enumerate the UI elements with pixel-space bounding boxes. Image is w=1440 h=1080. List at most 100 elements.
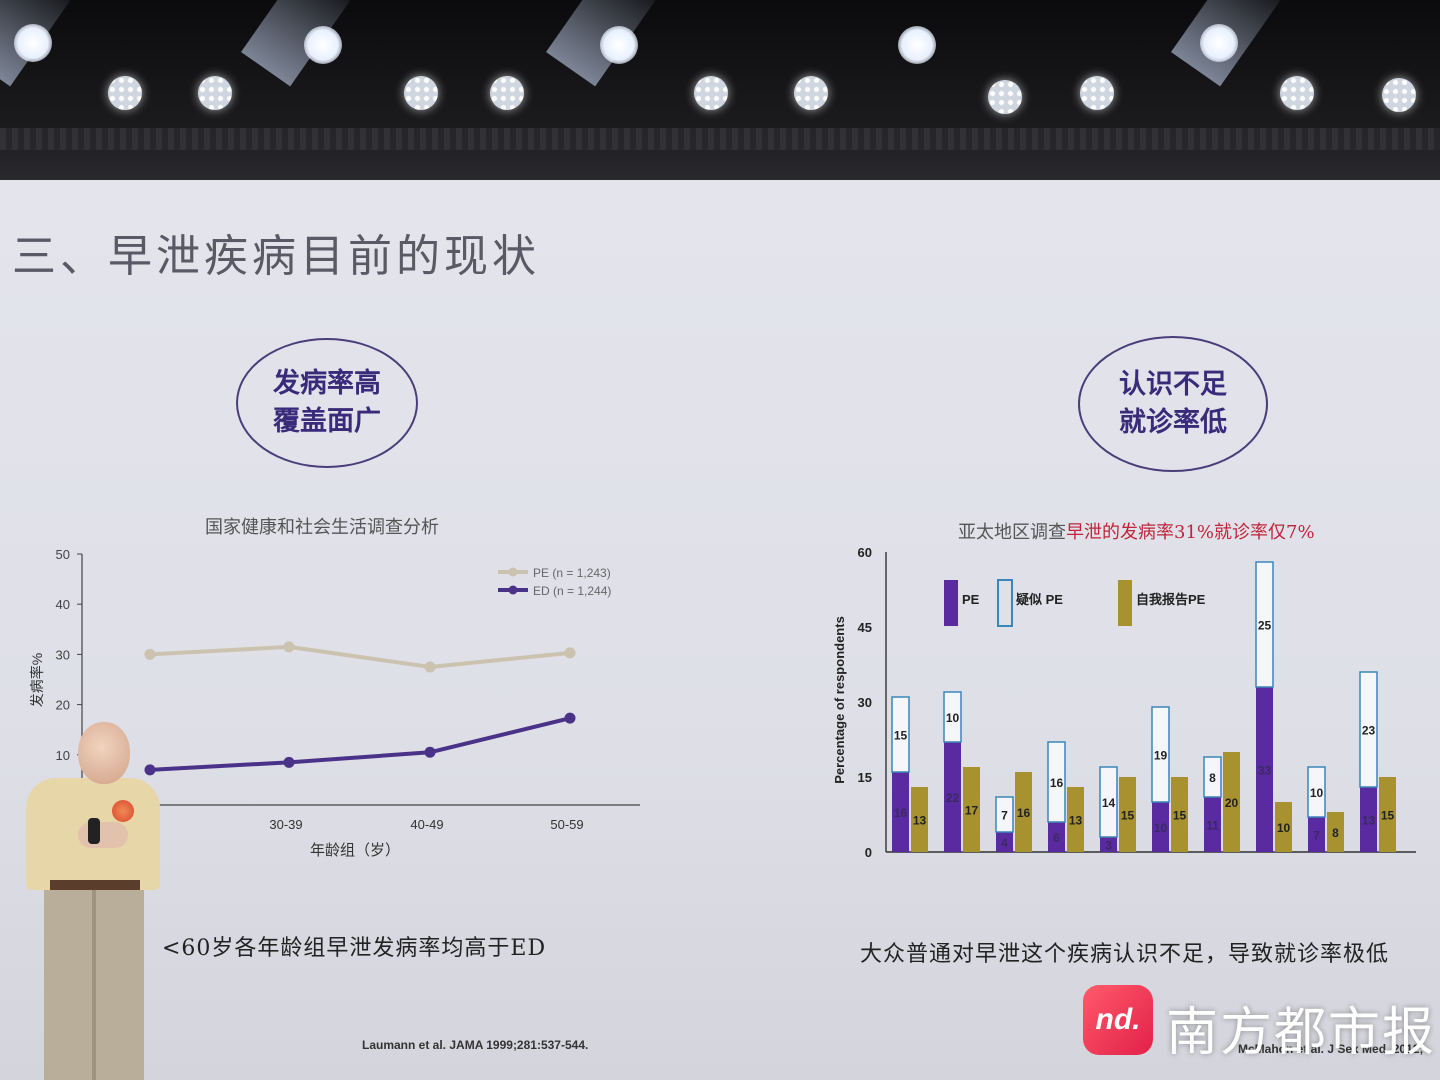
data-point <box>283 756 295 768</box>
spotlight <box>1200 24 1238 62</box>
bar-suspected-pe <box>1151 706 1170 803</box>
led-light <box>1382 78 1416 112</box>
bar-suspected-pe <box>1255 561 1274 688</box>
data-label-self: 15 <box>1173 809 1187 823</box>
data-label-suspected: 14 <box>1102 796 1116 810</box>
series-line-ed <box>149 716 571 772</box>
bar-self-report <box>1015 772 1032 852</box>
data-point <box>424 746 436 758</box>
data-label-self: 16 <box>1017 806 1031 820</box>
legend-label: PE (n = 1,243) <box>533 566 611 580</box>
bar-self-report <box>1171 777 1188 852</box>
bar-chart-title-highlight: 早泄的发病率31%就诊率仅7% <box>1066 522 1315 543</box>
data-label-suspected: 25 <box>1258 619 1272 633</box>
x-tick-label: 40-49 <box>410 817 443 832</box>
projection-screen: 三、早泄疾病目前的现状 发病率高 覆盖面广 认识不足 就诊率低 国家健康和社会生… <box>0 180 1440 1080</box>
data-point <box>564 712 576 724</box>
data-label-pe: 33 <box>1258 764 1272 778</box>
bar-pe <box>1100 837 1117 852</box>
bar-pe <box>1204 797 1221 852</box>
data-point <box>424 661 436 673</box>
y-tick-label: 10 <box>56 748 70 763</box>
bar-chart-title: 亚太地区调查早泄的发病率31%就诊率仅7% <box>958 518 1315 544</box>
data-label-suspected: 10 <box>946 711 960 725</box>
data-label-self: 13 <box>913 814 927 828</box>
bar-self-report <box>1379 777 1396 852</box>
data-label-pe: 11 <box>1206 819 1219 833</box>
data-label-suspected: 23 <box>1362 724 1376 738</box>
y-tick-label: 15 <box>858 770 872 785</box>
data-label-suspected: 16 <box>1050 776 1064 790</box>
series-line-pe <box>149 644 571 669</box>
led-light <box>1080 76 1114 110</box>
right-oval-line-1: 认识不足 <box>1119 369 1227 400</box>
bar-suspected-pe <box>891 696 910 773</box>
bar-suspected-pe <box>1359 671 1378 788</box>
legend-swatch <box>944 580 958 626</box>
data-label-self: 8 <box>1332 826 1339 840</box>
corsage-icon <box>112 800 134 822</box>
y-tick-label: 20 <box>56 698 70 713</box>
y-axis-label: Percentage of respondents <box>832 616 847 784</box>
data-point <box>144 764 156 776</box>
data-point <box>283 641 295 653</box>
led-light <box>404 76 438 110</box>
y-tick-label: 45 <box>858 620 872 635</box>
bar-self-report <box>1067 787 1084 852</box>
slide-title: 三、早泄疾病目前的现状 <box>12 231 540 282</box>
y-tick-label: 50 <box>56 547 70 562</box>
bar-self-report <box>1275 802 1292 852</box>
data-label-suspected: 10 <box>1310 786 1324 800</box>
bar-self-report <box>1327 812 1344 852</box>
bar-self-report <box>911 787 928 852</box>
spotlight <box>898 26 936 64</box>
data-label-pe: 3 <box>1105 839 1112 853</box>
data-label-suspected: 8 <box>1209 771 1216 785</box>
truss-bar <box>0 128 1440 150</box>
legend-label: PE <box>962 592 980 607</box>
bar-pe <box>996 832 1013 852</box>
data-label-self: 15 <box>1121 809 1135 823</box>
data-point <box>144 648 156 660</box>
bar-suspected-pe <box>1307 766 1326 818</box>
left-oval-line-1: 发病率高 <box>273 368 381 399</box>
presenter-belt <box>50 880 140 890</box>
data-label-suspected: 7 <box>1001 809 1008 823</box>
bar-pe <box>1360 787 1377 852</box>
bar-pe <box>1048 822 1065 852</box>
bar-chart-title-plain: 亚太地区调查 <box>958 522 1066 543</box>
x-tick-label: 50-59 <box>550 817 583 832</box>
presenter-arm <box>78 822 128 848</box>
data-label-pe: 16 <box>894 806 908 820</box>
bar-suspected-pe <box>943 691 962 743</box>
bar-suspected-pe <box>995 796 1014 833</box>
stage-truss <box>0 0 1440 180</box>
data-label-pe: 7 <box>1313 829 1320 843</box>
x-tick-label: 30-39 <box>269 817 302 832</box>
legend-label: ED (n = 1,244) <box>533 584 611 598</box>
bar-self-report <box>1119 777 1136 852</box>
right-caption: 大众普通对早泄这个疾病认识不足，导致就诊率极低 <box>860 942 1390 967</box>
y-tick-label: 40 <box>56 597 70 612</box>
data-label-self: 15 <box>1381 809 1395 823</box>
left-reference: Laumann et al. JAMA 1999;281:537-544. <box>362 1038 589 1052</box>
data-label-pe: 10 <box>1154 821 1168 835</box>
led-light <box>1280 76 1314 110</box>
right-reference: McMahon et al. J Sex Med. 2012; <box>1238 1042 1424 1056</box>
spotlight <box>304 26 342 64</box>
bar-pe <box>1308 817 1325 852</box>
data-label-pe: 6 <box>1053 831 1060 845</box>
bar-self-report <box>1223 752 1240 852</box>
y-tick-label: 0 <box>865 845 872 860</box>
data-label-suspected: 15 <box>894 729 908 743</box>
led-light <box>694 76 728 110</box>
line-chart: 50403020102930-3940-4950-59年龄组（岁）发病率%PE … <box>29 547 640 859</box>
data-label-pe: 4 <box>1001 836 1008 850</box>
left-oval: 发病率高 覆盖面广 <box>236 338 418 468</box>
right-oval: 认识不足 就诊率低 <box>1078 336 1268 472</box>
data-point <box>564 647 576 659</box>
led-light <box>198 76 232 110</box>
bar-pe <box>1152 802 1169 852</box>
bar-self-report <box>963 767 980 852</box>
line-chart-title: 国家健康和社会生活调查分析 <box>205 517 439 538</box>
